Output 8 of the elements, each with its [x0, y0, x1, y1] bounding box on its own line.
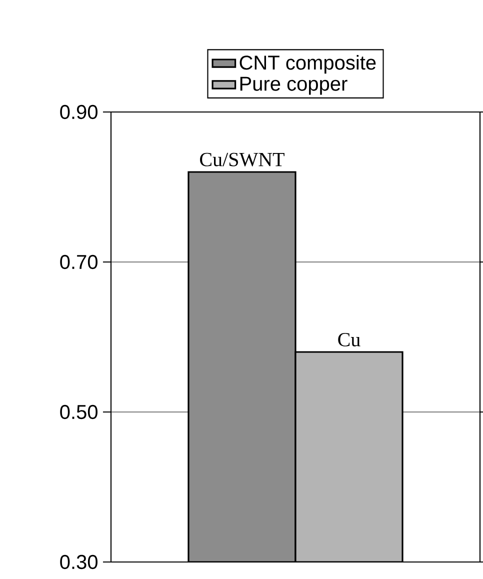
y-tick-label: 0.50 — [60, 404, 98, 420]
annotation: Cu — [338, 332, 360, 346]
y-tick-label: 0.70 — [60, 254, 98, 270]
annotation: Cu/SWNT — [200, 152, 284, 166]
y-tick-label: 0.90 — [60, 104, 98, 120]
y-tick-label: 0.30 — [60, 554, 98, 570]
legend-label: CNT composite — [240, 55, 376, 74]
legend-label: Pure copper — [240, 76, 348, 95]
